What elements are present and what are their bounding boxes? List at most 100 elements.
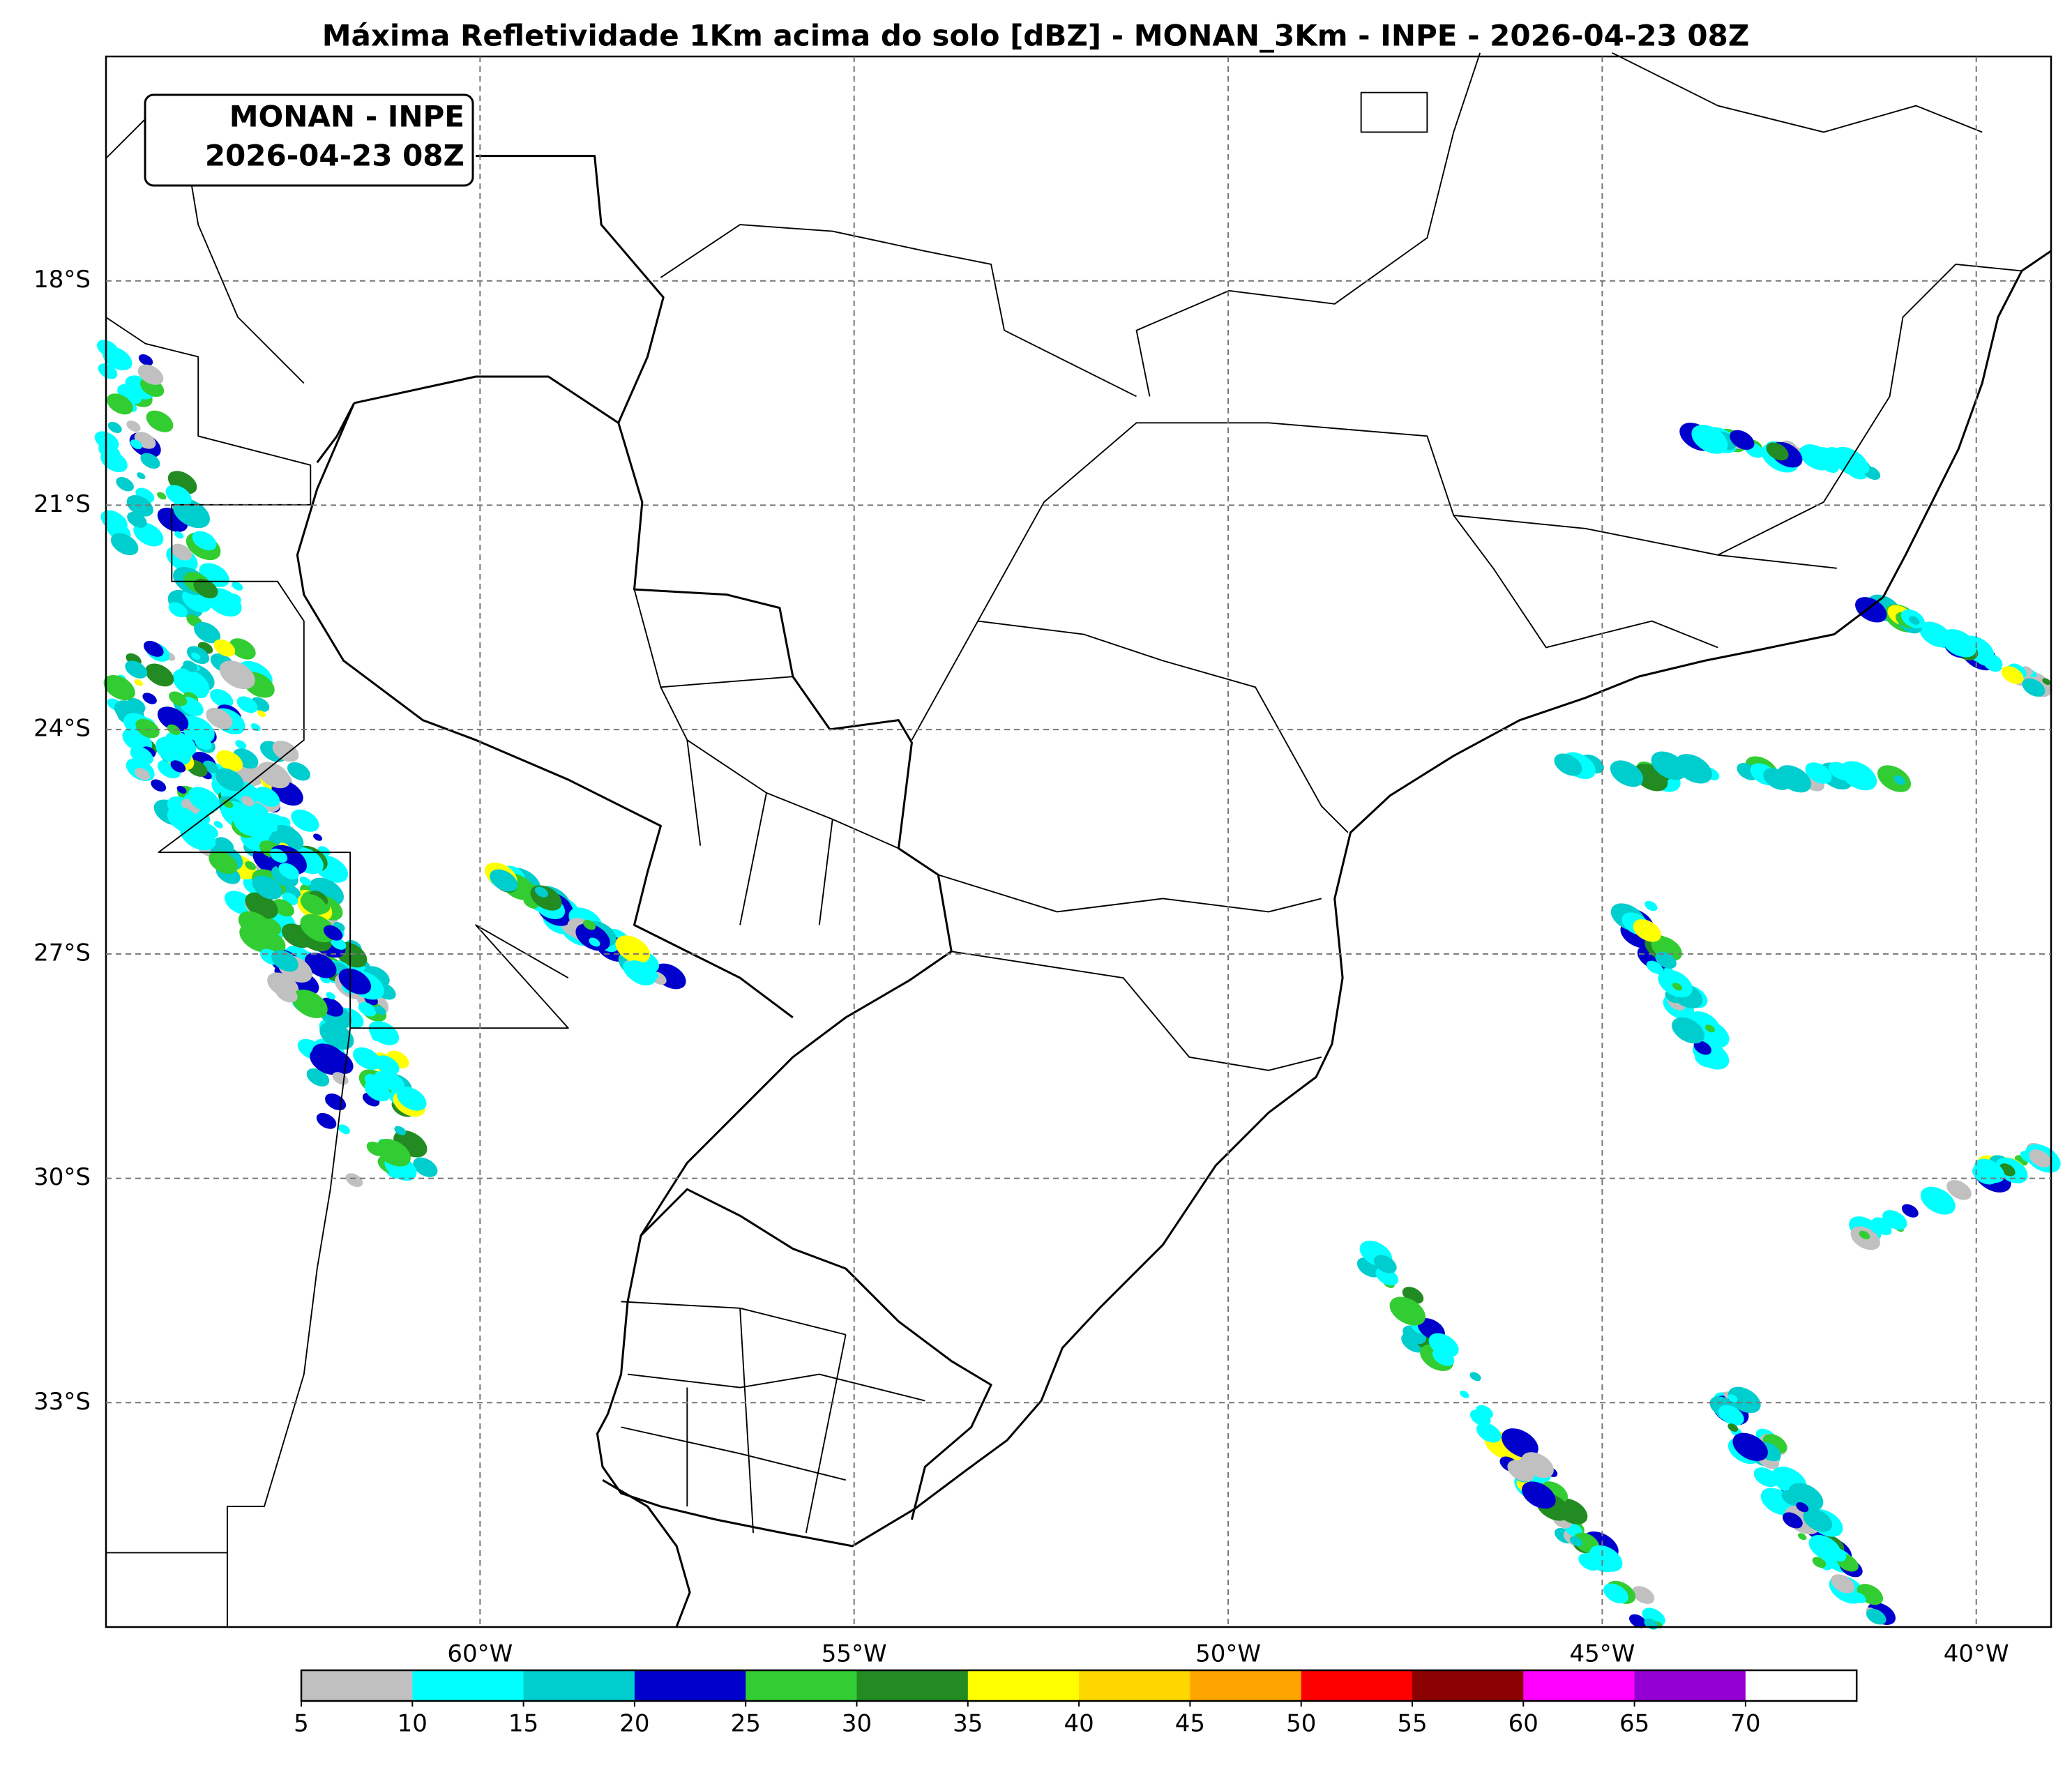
echo <box>352 1047 381 1070</box>
title: Máxima Refletividade 1Km acima do solo [… <box>322 19 1750 53</box>
echo <box>1730 430 1755 450</box>
echo <box>155 736 192 766</box>
echo <box>1554 753 1582 776</box>
echo <box>1812 1557 1827 1568</box>
echo <box>1389 1296 1426 1326</box>
colorbar-segment <box>856 1670 969 1701</box>
colorbar-label: 10 <box>398 1710 428 1738</box>
x-tick-label: 60°W <box>447 1640 513 1668</box>
echo <box>1777 765 1812 793</box>
echo <box>413 1157 438 1177</box>
y-tick-label: 18°S <box>33 266 91 294</box>
echo <box>174 531 184 539</box>
echo <box>171 543 192 561</box>
echo <box>130 439 142 450</box>
echo <box>1799 448 1810 457</box>
colorbar-over <box>1745 1670 1857 1701</box>
echo <box>396 1087 427 1111</box>
annotation-frame <box>144 93 474 187</box>
echo <box>96 340 119 358</box>
echo <box>1522 1481 1556 1509</box>
echo <box>1718 1405 1744 1425</box>
echo <box>193 578 218 598</box>
echo <box>257 762 290 789</box>
colorbar-label: 15 <box>508 1710 538 1738</box>
echo <box>143 640 164 657</box>
echo <box>272 741 299 762</box>
country-border <box>640 1188 992 1520</box>
echo <box>1974 1158 2005 1183</box>
colorbar-label: 55 <box>1397 1710 1427 1738</box>
echo <box>1829 762 1852 780</box>
echo <box>1908 616 1920 625</box>
echo <box>364 1080 391 1102</box>
echo <box>299 876 311 886</box>
echo <box>1893 775 1906 785</box>
colorbar-segment <box>634 1670 746 1701</box>
echo <box>138 354 153 366</box>
echo <box>1859 1230 1870 1240</box>
echo <box>168 602 188 618</box>
echo <box>110 533 139 556</box>
echo <box>1428 1333 1459 1358</box>
echo <box>1651 751 1687 780</box>
echo <box>254 787 280 808</box>
echo <box>125 660 148 679</box>
echo <box>1469 1372 1481 1382</box>
echo <box>145 663 174 687</box>
echo <box>191 652 201 660</box>
echo <box>219 660 255 690</box>
echo <box>258 930 286 953</box>
echo <box>313 833 323 841</box>
colorbar: 5 10 15 20 25 30 35 40 45 50 55 60 65 70 <box>294 1669 1858 1738</box>
echo <box>236 696 258 713</box>
echo <box>300 893 327 915</box>
echo <box>2042 678 2051 685</box>
echo <box>107 393 133 415</box>
echo <box>232 581 243 591</box>
echo <box>172 668 210 698</box>
echo <box>192 531 217 551</box>
echo <box>100 510 128 532</box>
echo <box>575 923 610 951</box>
colorbar-segment <box>1634 1670 1746 1701</box>
colorbar-label: 45 <box>1175 1710 1205 1738</box>
border <box>621 1301 925 1534</box>
y-tick-label: 27°S <box>33 939 91 967</box>
x-tick-label: 45°W <box>1569 1640 1635 1668</box>
echo <box>1610 760 1644 787</box>
echo <box>98 363 118 379</box>
echo <box>278 863 299 880</box>
colorbar-segment <box>1301 1670 1413 1701</box>
echo <box>130 746 153 765</box>
x-tick-label: 40°W <box>1944 1640 2009 1668</box>
colorbar-label: 20 <box>619 1710 649 1738</box>
echo <box>1518 1458 1536 1473</box>
echo <box>1946 1180 1972 1200</box>
echo <box>1727 1423 1739 1432</box>
echo <box>374 1006 386 1015</box>
echo <box>151 779 167 792</box>
echo <box>1672 1017 1705 1044</box>
echo <box>1476 1423 1502 1443</box>
echo <box>170 760 186 773</box>
echo <box>1831 1574 1855 1594</box>
echo <box>1981 653 2003 670</box>
echo <box>135 768 151 780</box>
echo <box>1808 1535 1841 1561</box>
echo <box>1941 629 1977 658</box>
y-tick-label: 24°S <box>33 715 91 743</box>
echo <box>116 477 134 492</box>
country-border <box>296 375 794 1019</box>
echo <box>2029 1149 2052 1167</box>
echo <box>100 451 128 473</box>
echo <box>288 896 298 904</box>
echo <box>1866 1608 1886 1625</box>
echo <box>1753 1467 1778 1488</box>
echo <box>490 869 518 892</box>
echo <box>173 498 210 529</box>
echo <box>194 736 212 750</box>
echo <box>137 472 146 480</box>
echo <box>1672 983 1683 991</box>
